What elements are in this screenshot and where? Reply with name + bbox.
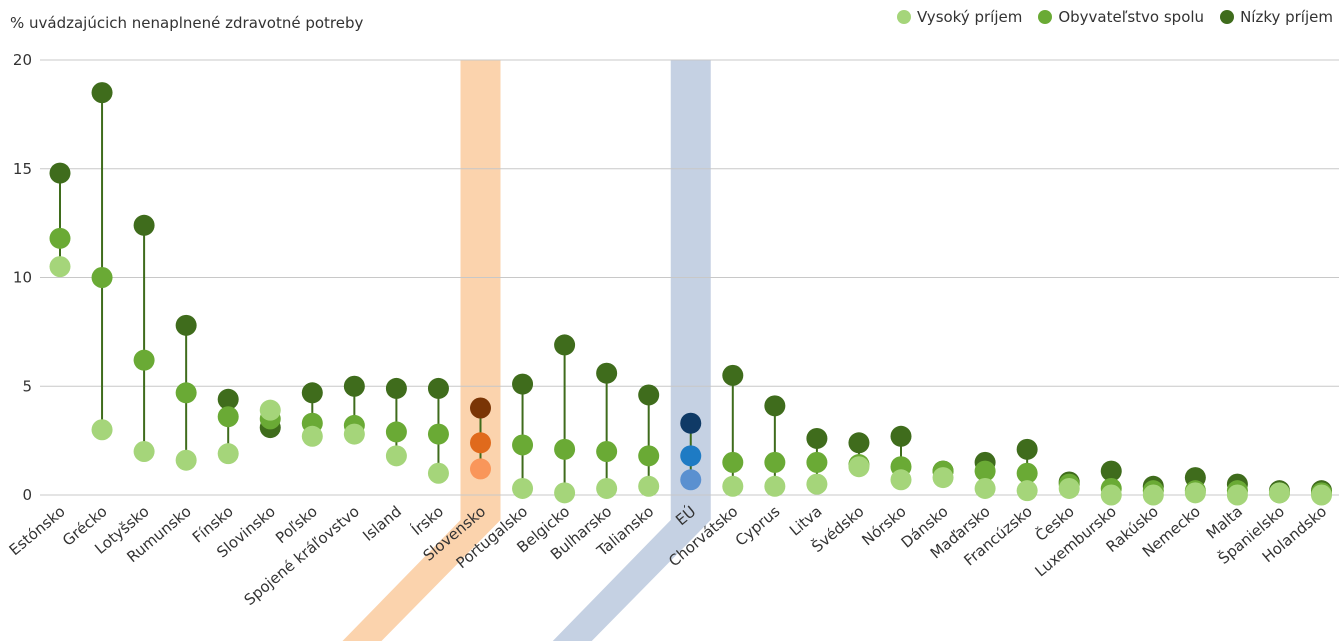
y-axis-label: % uvádzajúcich nenaplnené zdravotné potr… — [10, 14, 364, 32]
y-tick-label-5: 5 — [22, 377, 32, 395]
point-bulharsko-high-income — [596, 477, 618, 499]
x-tick-label-island: Island — [359, 502, 405, 544]
point-cyprus-high-income — [764, 475, 786, 497]
point-slovensko-high-income — [470, 458, 491, 480]
highlight-band-tail-eu — [552, 520, 711, 641]
point-litva-low-income — [806, 427, 828, 449]
point-polsko-high-income — [301, 425, 323, 447]
point-holandsko-high-income — [1311, 484, 1332, 506]
point-bulharsko-low-income — [596, 362, 618, 384]
point-belgicko-total-population — [554, 438, 576, 460]
point-litva-total-population — [806, 451, 828, 473]
point-madarsko-high-income — [974, 477, 996, 499]
point-island-low-income — [385, 377, 407, 399]
point-slovensko-total-population — [470, 432, 491, 454]
point-irsko-low-income — [427, 377, 449, 399]
point-estonsko-low-income — [49, 162, 71, 184]
point-luxembursko-low-income — [1100, 460, 1122, 482]
point-luxembursko-high-income — [1100, 484, 1122, 506]
point-chorvatsko-total-population — [722, 451, 744, 473]
legend-label-total-population: Obyvateľstvo spolu — [1058, 8, 1205, 26]
point-taliansko-high-income — [638, 475, 660, 497]
point-francuzsko-high-income — [1016, 480, 1038, 502]
legend: Vysoký príjem Obyvateľstvo spolu Nízky p… — [896, 8, 1333, 26]
point-grecko-low-income — [91, 82, 113, 104]
data-points — [49, 82, 1332, 506]
point-slovensko-low-income — [470, 397, 491, 419]
point-madarsko-total-population — [974, 460, 996, 482]
point-francuzsko-total-population — [1016, 462, 1038, 484]
point-cyprus-low-income — [764, 395, 786, 417]
point-spojene-kralovstvo-low-income — [343, 375, 365, 397]
point-belgicko-high-income — [554, 482, 576, 504]
point-litva-high-income — [806, 473, 828, 495]
y-tick-label-10: 10 — [13, 269, 32, 287]
point-island-total-population — [385, 421, 407, 443]
point-estonsko-high-income — [49, 256, 71, 278]
point-slovinsko-high-income — [259, 399, 281, 421]
legend-label-high-income: Vysoký príjem — [916, 8, 1023, 26]
point-cesko-high-income — [1058, 477, 1080, 499]
legend-item-low-income: Nízky príjem — [1220, 8, 1333, 26]
point-polsko-low-income — [301, 382, 323, 404]
point-norsko-high-income — [890, 469, 912, 491]
point-spojene-kralovstvo-high-income — [343, 423, 365, 445]
point-irsko-high-income — [427, 462, 449, 484]
point-taliansko-total-population — [638, 445, 660, 467]
x-tick-label-cyprus: Cyprus — [732, 502, 784, 550]
point-lotyssko-total-population — [133, 349, 155, 371]
legend-marker-low-income — [1220, 10, 1235, 24]
legend-item-total-population: Obyvateľstvo spolu — [1038, 8, 1204, 26]
point-grecko-high-income — [91, 419, 113, 441]
point-chorvatsko-low-income — [722, 364, 744, 386]
point-rakusko-high-income — [1142, 484, 1164, 506]
point-chorvatsko-high-income — [722, 475, 744, 497]
point-finsko-high-income — [217, 443, 239, 465]
highlight-band-tail-slovakia — [342, 520, 501, 641]
x-tick-label-estonsko: Estónsko — [6, 502, 69, 559]
point-eu-total-population — [680, 445, 702, 467]
x-axis-category-labels: EstónskoGréckoLotyšskoRumunskoFínskoSlov… — [6, 502, 1330, 610]
point-rumunsko-low-income — [175, 314, 197, 336]
y-axis-ticks: 0 5 10 15 20 — [13, 51, 32, 504]
point-lotyssko-high-income — [133, 441, 155, 462]
point-spanielsko-high-income — [1268, 482, 1290, 504]
point-lotyssko-low-income — [133, 214, 155, 236]
point-portugalsko-high-income — [512, 477, 534, 499]
point-irsko-total-population — [427, 423, 449, 445]
point-nemecko-high-income — [1184, 482, 1206, 504]
legend-item-high-income: Vysoký príjem — [896, 8, 1023, 26]
point-rumunsko-total-population — [175, 382, 197, 404]
point-taliansko-low-income — [638, 384, 660, 406]
point-bulharsko-total-population — [596, 441, 618, 462]
point-grecko-total-population — [91, 267, 113, 288]
highlight-bands — [342, 60, 711, 641]
point-estonsko-total-population — [49, 227, 71, 249]
point-island-high-income — [385, 445, 407, 467]
point-francuzsko-low-income — [1016, 438, 1038, 460]
point-belgicko-low-income — [554, 334, 576, 356]
point-cyprus-total-population — [764, 451, 786, 473]
point-portugalsko-total-population — [512, 434, 534, 456]
legend-marker-high-income — [896, 10, 911, 24]
point-svedsko-low-income — [848, 432, 870, 454]
y-tick-label-15: 15 — [13, 160, 32, 178]
point-svedsko-high-income — [848, 456, 870, 478]
legend-label-low-income: Nízky príjem — [1240, 8, 1333, 26]
point-eu-high-income — [680, 469, 702, 491]
legend-marker-total-population — [1038, 10, 1053, 24]
point-malta-high-income — [1226, 484, 1248, 506]
point-rumunsko-high-income — [175, 449, 197, 471]
point-dansko-high-income — [932, 467, 954, 489]
y-tick-label-20: 20 — [13, 51, 32, 69]
point-finsko-total-population — [217, 406, 239, 428]
point-portugalsko-low-income — [512, 373, 534, 395]
gridlines — [40, 59, 1339, 496]
point-norsko-low-income — [890, 425, 912, 447]
point-eu-low-income — [680, 412, 702, 434]
point-finsko-low-income — [217, 388, 239, 410]
y-tick-label-0: 0 — [22, 486, 32, 504]
